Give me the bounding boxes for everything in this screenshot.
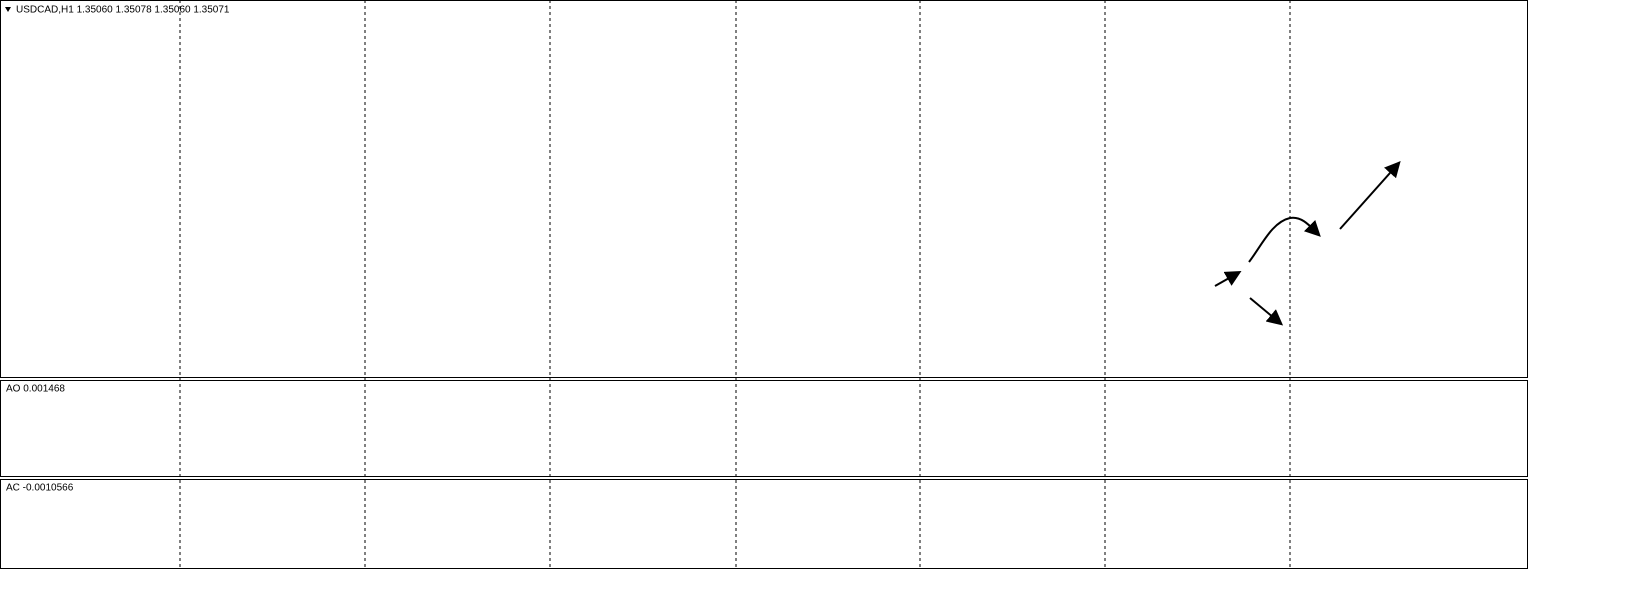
menu-icon[interactable] — [5, 7, 11, 12]
panel-frame — [0, 380, 1528, 477]
hand-drawn-arrows — [1214, 161, 1401, 326]
arrow — [1339, 161, 1401, 230]
day-separators — [179, 0, 1291, 568]
arrow — [1249, 297, 1284, 326]
arrow — [1248, 216, 1321, 263]
indicator-title: AO 0.001468 — [6, 384, 65, 395]
arrow — [1214, 271, 1242, 287]
text-layer: USDCAD,H1 1.35060 1.35078 1.35060 1.3507… — [6, 5, 230, 494]
panel-frame — [0, 479, 1528, 569]
chart-title: USDCAD,H1 1.35060 1.35078 1.35060 1.3507… — [16, 5, 230, 16]
frames — [0, 0, 1528, 569]
indicator-title: AC -0.0010566 — [6, 483, 74, 494]
panel-frame — [0, 0, 1528, 378]
